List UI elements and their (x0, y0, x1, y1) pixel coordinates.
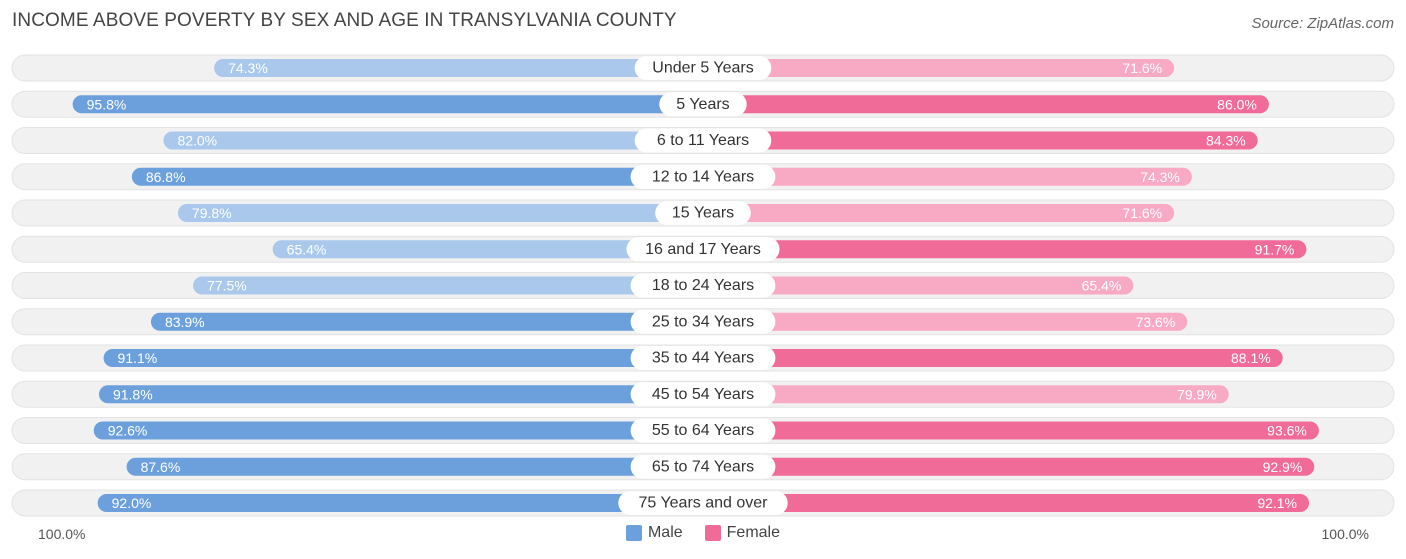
male-value-label: 91.1% (118, 350, 158, 366)
male-value-label: 87.6% (141, 459, 181, 475)
male-value-label: 92.6% (108, 423, 148, 439)
female-bar (703, 204, 1175, 222)
male-bar (214, 59, 703, 77)
female-value-label: 93.6% (1267, 423, 1307, 439)
category-pill (626, 237, 780, 262)
male-bar (193, 276, 704, 295)
category-label: 65 to 74 Years (652, 458, 754, 475)
category-label: 16 and 17 Years (645, 241, 761, 258)
source-label: Source: ZipAtlas.com (1251, 15, 1394, 32)
female-value-label: 92.1% (1257, 495, 1297, 511)
category-label: 55 to 64 Years (652, 422, 754, 439)
category-pill (630, 309, 776, 334)
category-label: 12 to 14 Years (652, 168, 754, 185)
female-bar (703, 349, 1283, 367)
male-value-label: 91.8% (113, 386, 153, 402)
legend: Male Female (0, 524, 1406, 542)
legend-label-male: Male (647, 524, 683, 541)
female-bar (703, 312, 1188, 331)
category-pill (659, 92, 747, 117)
female-value-label: 92.9% (1263, 459, 1303, 475)
category-pill (630, 382, 776, 407)
male-value-label: 83.9% (165, 314, 205, 330)
female-value-label: 74.3% (1140, 169, 1180, 185)
female-bar (703, 59, 1175, 77)
male-bar (97, 494, 703, 512)
category-pill (655, 201, 751, 225)
female-value-label: 71.6% (1122, 205, 1162, 221)
female-bar (703, 95, 1269, 114)
category-pill (634, 128, 772, 153)
male-bar (126, 457, 704, 476)
male-bar (72, 95, 704, 114)
female-value-label: 88.1% (1231, 350, 1271, 366)
female-bar (703, 276, 1134, 295)
category-label: 18 to 24 Years (652, 277, 754, 294)
male-value-label: 82.0% (177, 133, 217, 149)
female-bar (703, 494, 1310, 512)
axis-right-label: 100.0% (1321, 526, 1369, 542)
male-bar (163, 131, 703, 150)
male-bar (272, 240, 703, 259)
category-label: 15 Years (672, 205, 734, 222)
category-label: Under 5 Years (652, 60, 753, 77)
chart-title: INCOME ABOVE POVERTY BY SEX AND AGE IN T… (12, 10, 677, 31)
legend-swatch-female (704, 525, 721, 541)
category-pill (630, 164, 776, 189)
legend-swatch-male (625, 525, 642, 541)
male-bar (131, 167, 703, 186)
male-value-label: 79.8% (192, 205, 232, 221)
female-bar (703, 240, 1307, 259)
male-value-label: 92.0% (112, 495, 152, 511)
female-bar (703, 131, 1258, 150)
category-label: 45 to 54 Years (652, 386, 754, 403)
male-value-label: 95.8% (87, 96, 127, 112)
male-value-label: 77.5% (207, 278, 247, 294)
male-bar (177, 204, 703, 222)
category-label: 35 to 44 Years (652, 350, 754, 367)
male-bar (98, 385, 704, 404)
category-pill (630, 273, 776, 298)
category-label: 25 to 34 Years (652, 313, 754, 330)
male-bar (150, 312, 704, 331)
female-value-label: 79.9% (1177, 386, 1217, 402)
female-value-label: 73.6% (1136, 314, 1176, 330)
female-bar (703, 421, 1319, 440)
category-pill (630, 346, 776, 370)
legend-label-female: Female (726, 524, 781, 541)
female-bar (703, 457, 1315, 476)
category-label: 5 Years (676, 96, 729, 113)
category-pill (630, 454, 776, 479)
female-value-label: 91.7% (1255, 241, 1295, 257)
category-pill (618, 491, 788, 515)
female-value-label: 84.3% (1206, 133, 1246, 149)
female-value-label: 71.6% (1122, 60, 1162, 76)
female-value-label: 86.0% (1217, 96, 1257, 112)
male-bar (93, 421, 703, 440)
bar-chart: 74.3% 71.6% Under 5 Years 95.8% 86.0% 5 Years… (11, 54, 1395, 517)
male-bar (103, 349, 703, 367)
legend-item-male[interactable]: Male (625, 524, 683, 542)
axis-left-label: 100.0% (38, 526, 86, 542)
male-value-label: 74.3% (228, 60, 268, 76)
female-bar (703, 385, 1229, 404)
category-label: 75 Years and over (639, 495, 769, 512)
male-value-label: 86.8% (146, 169, 186, 185)
male-value-label: 65.4% (287, 241, 327, 257)
category-pill (634, 56, 772, 80)
category-pill (630, 418, 776, 443)
female-bar (703, 167, 1192, 186)
category-label: 6 to 11 Years (657, 132, 749, 149)
female-value-label: 65.4% (1082, 278, 1122, 294)
legend-item-female[interactable]: Female (704, 524, 781, 542)
